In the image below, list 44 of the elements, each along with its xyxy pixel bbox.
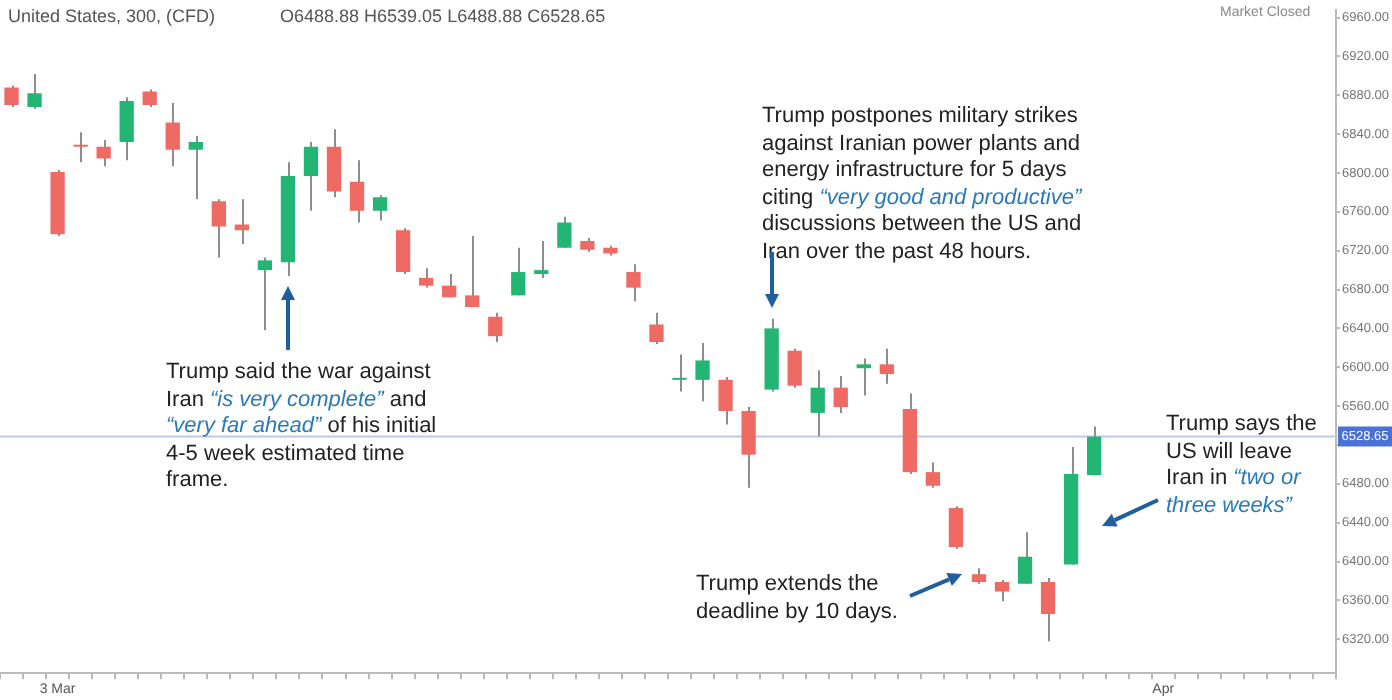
candlestick — [465, 235, 480, 309]
candlestick — [372, 194, 388, 222]
candlestick — [326, 128, 342, 199]
annotation: Trump says the US will leave Iran in “two or three weeks” — [1166, 412, 1319, 520]
annotation: O6488.88 H6539.05 L6488.88 C6528.65 — [280, 6, 606, 26]
candlestick — [534, 239, 549, 279]
chart-title: United States, 300, (CFD) — [8, 6, 216, 26]
candlestick — [925, 461, 941, 489]
text: Trump said the war against Iran “is very complete” and “very far ahead” of his initial 4-5 week estimated time frame. — [166, 360, 437, 492]
candlestick — [718, 375, 733, 426]
candlestick — [419, 267, 434, 289]
candlestick — [741, 406, 756, 489]
candlestick — [511, 246, 526, 297]
candlestick — [649, 311, 664, 345]
candlestick — [395, 227, 411, 275]
candlestick — [303, 140, 319, 212]
candlestick — [856, 357, 871, 397]
candlestick — [119, 96, 134, 162]
candlestick — [557, 215, 572, 249]
annotation: Trump postpones military strikes against Iranian power plants and energy infrastructure for 5 days citing “very good and productive” discussions between the US and Iran over the past 48 hours. — [762, 104, 1084, 266]
candlestick — [96, 138, 111, 168]
candlestick — [234, 198, 249, 245]
candlestick — [73, 131, 88, 164]
candlestick — [257, 256, 273, 332]
candlestick — [810, 369, 825, 438]
candlestick — [1087, 425, 1102, 477]
candlestick — [833, 374, 848, 414]
candlestick — [672, 353, 687, 393]
annotation: Trump extends the deadline by 10 days. — [696, 572, 900, 626]
candlestick — [349, 159, 365, 224]
candlestick — [879, 347, 894, 385]
candlestick — [695, 341, 710, 403]
candlestick — [165, 102, 180, 168]
candlestick — [1017, 531, 1033, 585]
candlestick — [488, 311, 503, 343]
candlestick — [27, 72, 42, 110]
candlestick — [4, 84, 19, 108]
candlestick — [994, 578, 1010, 603]
candlestick — [188, 135, 203, 201]
candlestick — [948, 505, 964, 550]
candlestick — [626, 263, 641, 303]
candlestick — [1040, 577, 1056, 643]
candlestick — [211, 198, 226, 259]
candlestick — [787, 347, 802, 389]
